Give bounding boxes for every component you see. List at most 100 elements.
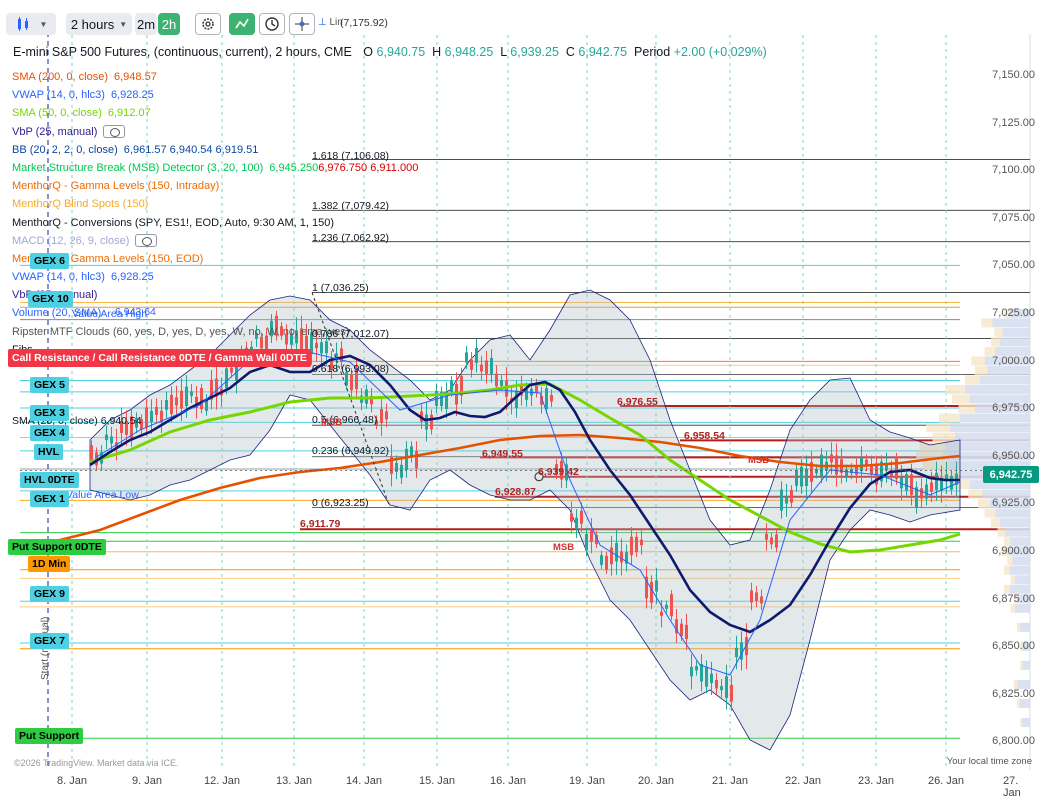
tag-put-support: Put Support xyxy=(15,728,84,744)
level-label-6: 6,911.79 xyxy=(300,518,341,530)
time-axis[interactable]: 8. Jan 9. Jan 12. Jan 13. Jan 14. Jan 15. Jan… xyxy=(0,772,1048,799)
candle-body xyxy=(905,474,908,491)
legend-row[interactable]: VbP (25, manual) xyxy=(12,123,424,141)
legend-indicator-value: 6,928.25 xyxy=(110,271,154,284)
time-tick-label: 16. Jan xyxy=(489,775,527,787)
interval-2m-button[interactable]: 2m xyxy=(135,13,157,35)
candle-body xyxy=(725,676,728,698)
price-chart[interactable] xyxy=(0,34,1048,800)
candle-body xyxy=(545,388,548,410)
interval-2m-label: 2m xyxy=(136,16,156,32)
volume-profile-bar-alt xyxy=(939,470,960,480)
candle-body xyxy=(325,341,328,354)
fib-1382: 1.382 (7,079.42) xyxy=(312,200,390,212)
volume-profile-bar-alt xyxy=(932,432,955,442)
candle-body xyxy=(335,353,338,361)
candle-body xyxy=(860,457,863,472)
legend-row[interactable]: Market Structure Break (MSB) Detector (3… xyxy=(12,159,424,177)
volume-profile-bar xyxy=(1015,603,1030,613)
chevron-down-icon: ▼ xyxy=(119,19,128,29)
legend-row[interactable]: SMA (50, 0, close) 6,912.07 xyxy=(12,104,424,122)
candle-body xyxy=(945,474,948,482)
candle-body xyxy=(570,513,573,522)
candle-body xyxy=(695,666,698,671)
candle-body xyxy=(660,611,663,616)
candle-body xyxy=(720,686,723,691)
time-tick-label: 12. Jan xyxy=(203,775,241,787)
candle-body xyxy=(780,489,783,511)
timezone-label[interactable]: Your local time zone xyxy=(946,756,1032,767)
volume-profile-bar xyxy=(990,499,1030,509)
candle-body xyxy=(550,394,553,402)
volume-profile-bar-alt xyxy=(991,337,1000,347)
candle-body xyxy=(610,547,613,565)
interval-2h-button[interactable]: 2h xyxy=(158,13,180,35)
candle-body xyxy=(800,466,803,487)
tag-gex10: GEX 10 xyxy=(28,291,73,307)
close-label: C xyxy=(565,45,575,59)
candle-body xyxy=(815,469,818,474)
tag-call-resistance: Call Resistance / Call Resistance 0DTE /… xyxy=(8,349,311,367)
volume-profile-bar-alt xyxy=(984,508,995,518)
volume-profile-bar-alt xyxy=(1010,603,1015,613)
sma-50-line xyxy=(89,382,961,554)
interval-label: 2 hours xyxy=(70,16,115,32)
candle-body xyxy=(470,359,473,370)
settings-button[interactable] xyxy=(195,13,221,35)
candle-body xyxy=(300,328,303,350)
legend-row[interactable]: Volume (20, SMA) xyxy=(12,304,424,322)
price-axis[interactable]: 7,150.00 7,125.00 7,100.00 7,075.00 7,050.00… xyxy=(966,34,1048,754)
crosshair-button[interactable] xyxy=(289,13,315,35)
legend-indicator-name: MenthorQ - Conversions (SPY, ES1!, EOD, … xyxy=(12,216,335,229)
volume-profile-bar xyxy=(1017,594,1030,604)
legend-row[interactable]: SMA (200, 0, close) 6,948.57 xyxy=(12,68,424,86)
replay-button[interactable] xyxy=(259,13,285,35)
indicator-toggle-button[interactable] xyxy=(229,13,255,35)
candle-body xyxy=(320,342,323,354)
legend-row[interactable]: MenthorQ - Conversions (SPY, ES1!, EOD, … xyxy=(12,214,424,232)
candle-body xyxy=(105,434,108,441)
candle-body xyxy=(475,347,478,364)
candle-body xyxy=(830,454,833,463)
candle-body xyxy=(735,647,738,658)
legend-row[interactable]: MenthorQ - Gamma Levels (150, Intraday) xyxy=(12,177,424,195)
legend-row[interactable]: VWAP (14, 0, hlc3) 6,928.25 xyxy=(12,268,424,286)
candle-body xyxy=(805,468,808,486)
candle-body xyxy=(845,469,848,477)
candle-body xyxy=(210,379,213,400)
volume-profile-bar xyxy=(992,318,1030,328)
candle-body xyxy=(310,332,313,355)
price-tick-label: 6,825.00 xyxy=(992,687,1035,700)
candle-body xyxy=(715,679,718,689)
volume-profile-bar-alt xyxy=(978,499,990,509)
eye-icon[interactable] xyxy=(135,234,158,248)
price-tick-label: 7,025.00 xyxy=(992,307,1035,319)
candle-body xyxy=(235,361,238,381)
chart-type-button[interactable]: ▼ xyxy=(6,13,56,35)
volume-profile-bar xyxy=(1017,679,1030,689)
tag-put-support-0dte: Put Support 0DTE xyxy=(8,539,106,555)
legend-indicator-value: 6,912.07 xyxy=(107,107,151,120)
candle-body xyxy=(285,333,288,345)
legend-row[interactable]: VWAP (14, 0, hlc3) 6,928.25 xyxy=(12,86,424,104)
legend-row[interactable]: MACD (12, 26, 9, close) xyxy=(12,232,424,250)
legend-row[interactable]: Ripster MTF Clouds (60, yes, D, yes, D, … xyxy=(12,323,424,341)
volume-profile-bar-alt xyxy=(1000,546,1008,556)
candle-body xyxy=(790,489,793,503)
candle-body xyxy=(935,472,938,490)
candle-body xyxy=(775,534,778,548)
legend-row[interactable]: MenthorQ Blind Spots (150) xyxy=(12,195,424,213)
eye-icon[interactable] xyxy=(103,125,126,139)
candle-body xyxy=(270,320,273,337)
high-label: H xyxy=(432,45,442,59)
tag-gex3: GEX 3 xyxy=(30,405,69,421)
price-tick-label: 6,900.00 xyxy=(992,545,1035,557)
legend-row[interactable]: BB (20, 2, 2, 0, close) 6,961.57 6,940.54… xyxy=(12,141,424,159)
volume-profile-bar-alt xyxy=(981,318,993,328)
lin-label: Lin xyxy=(329,17,343,28)
candle-body xyxy=(175,397,178,406)
legend-row[interactable]: MenthorQ - Gamma Levels (150, EOD) xyxy=(12,250,424,268)
interval-select[interactable]: 2 hours ▼ xyxy=(66,13,132,35)
lin-scale-toggle[interactable]: ⊥ Lin xyxy=(318,17,343,28)
candle-body xyxy=(665,604,668,609)
